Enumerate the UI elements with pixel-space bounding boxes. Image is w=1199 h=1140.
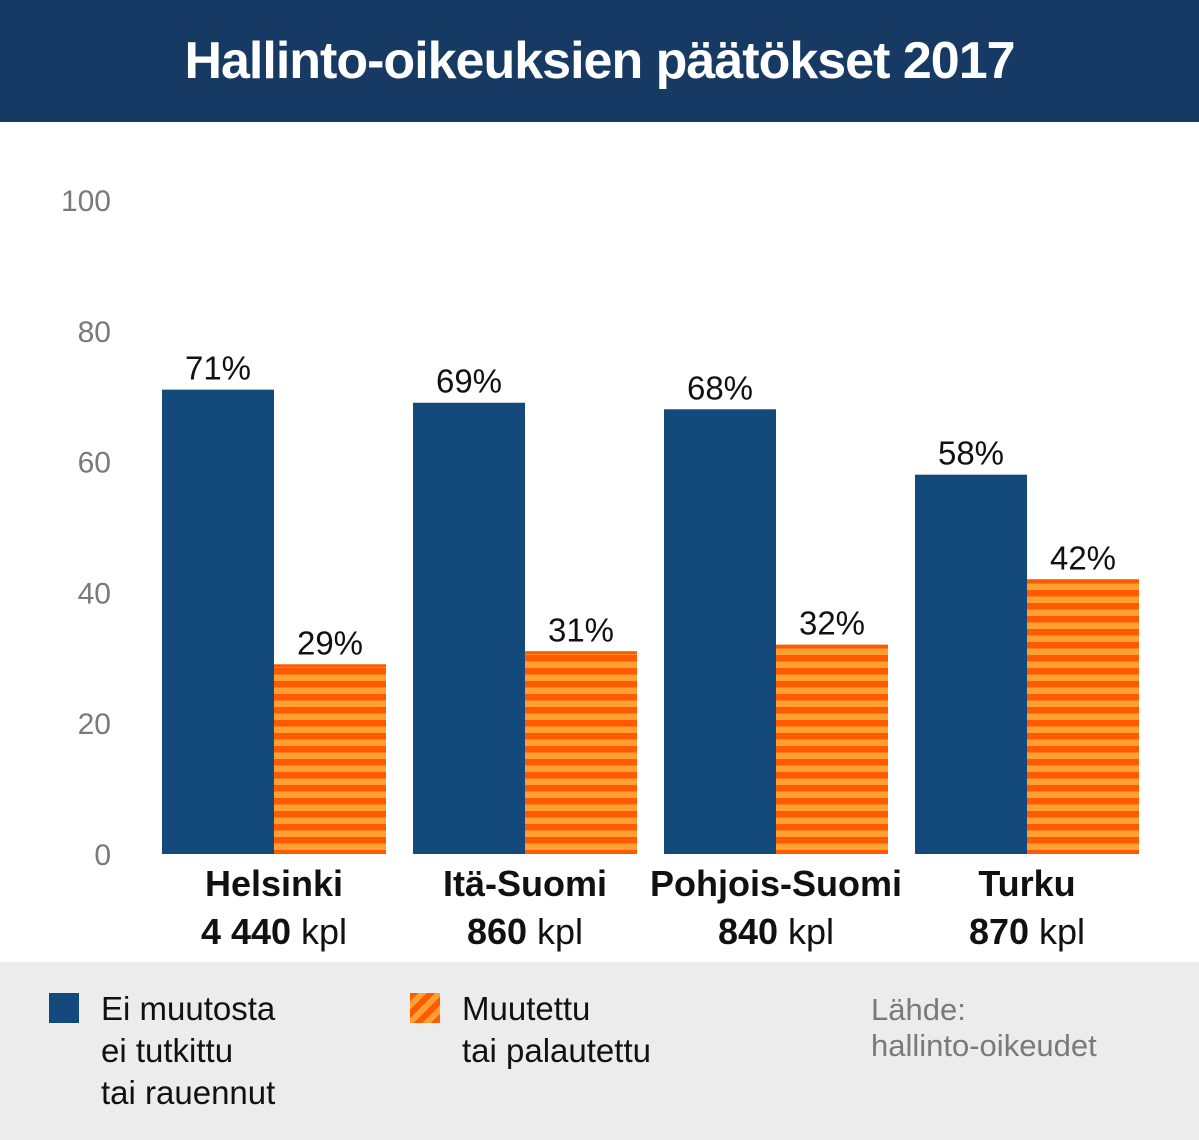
y-tick-label: 100 bbox=[61, 185, 111, 218]
category-count-number: 860 bbox=[467, 911, 537, 952]
legend-item-changed: Muutettu tai palautettu bbox=[410, 988, 651, 1072]
legend-text-no-change: Ei muutosta ei tutkittu tai rauennut bbox=[101, 990, 276, 1111]
bars: 71% 29% 69% 31% 68% 32% 58% 42% bbox=[162, 350, 1139, 854]
bar bbox=[162, 389, 274, 854]
category-count-unit: kpl bbox=[1039, 911, 1085, 952]
x-axis: Helsinki 4 440 kpl Itä-Suomi 860 kpl Pohjois… bbox=[201, 863, 1085, 952]
bar-value-label: 69% bbox=[436, 363, 502, 400]
bar-value-label: 32% bbox=[799, 605, 865, 642]
bar-value-label: 71% bbox=[185, 350, 251, 387]
category-name-label: Pohjois-Suomi bbox=[650, 863, 902, 904]
bar-value-label: 42% bbox=[1050, 539, 1116, 576]
legend-item-no-change: Ei muutosta ei tutkittu tai rauennut bbox=[49, 988, 275, 1114]
bar bbox=[525, 651, 637, 854]
category-count-unit: kpl bbox=[537, 911, 583, 952]
bar-chart: 0 20 40 60 80 100 71% 29% 69% 31% 68% 32% 58% 42% He… bbox=[61, 185, 1139, 952]
legend-swatch-orange bbox=[410, 993, 440, 1023]
bar-value-label: 31% bbox=[548, 611, 614, 648]
category-name-label: Itä-Suomi bbox=[443, 863, 607, 904]
bar-top-edge bbox=[525, 651, 637, 655]
category-name-label: Turku bbox=[978, 863, 1075, 904]
bar-top-edge bbox=[1027, 579, 1139, 583]
chart-title: Hallinto-oikeuksien päätökset 2017 bbox=[184, 32, 1015, 90]
category-count-number: 870 bbox=[969, 911, 1039, 952]
bar bbox=[413, 402, 525, 854]
category-count-unit: kpl bbox=[301, 911, 347, 952]
category-count-label: 4 440 kpl bbox=[201, 911, 347, 952]
y-axis: 0 20 40 60 80 100 bbox=[61, 185, 111, 872]
y-tick-label: 20 bbox=[78, 708, 111, 741]
legend-swatch-blue bbox=[49, 993, 79, 1023]
bar bbox=[776, 644, 888, 854]
category-count-label: 870 kpl bbox=[969, 911, 1085, 952]
source-note: Lähde: hallinto-oikeudet bbox=[871, 992, 1097, 1063]
category-count-number: 840 bbox=[718, 911, 788, 952]
legend-text-changed: Muutettu tai palautettu bbox=[462, 990, 651, 1069]
category-name-label: Helsinki bbox=[205, 863, 343, 904]
y-tick-label: 60 bbox=[78, 447, 111, 480]
y-tick-label: 80 bbox=[78, 316, 111, 349]
bar-value-label: 58% bbox=[938, 435, 1004, 472]
bar bbox=[1027, 579, 1139, 854]
y-tick-label: 40 bbox=[78, 577, 111, 610]
bar bbox=[664, 409, 776, 854]
footer: Ei muutosta ei tutkittu tai rauennut Muu… bbox=[0, 962, 1199, 1140]
category-count-unit: kpl bbox=[788, 911, 834, 952]
bar-value-label: 68% bbox=[687, 369, 753, 406]
bar-value-label: 29% bbox=[297, 624, 363, 661]
bar bbox=[915, 474, 1027, 854]
bar-top-edge bbox=[274, 664, 386, 668]
y-tick-label: 0 bbox=[94, 839, 111, 872]
category-count-number: 4 440 bbox=[201, 911, 301, 952]
chart-header: Hallinto-oikeuksien päätökset 2017 bbox=[0, 0, 1199, 122]
category-count-label: 840 kpl bbox=[718, 911, 834, 952]
bar-top-edge bbox=[776, 644, 888, 648]
bar bbox=[274, 664, 386, 854]
category-count-label: 860 kpl bbox=[467, 911, 583, 952]
